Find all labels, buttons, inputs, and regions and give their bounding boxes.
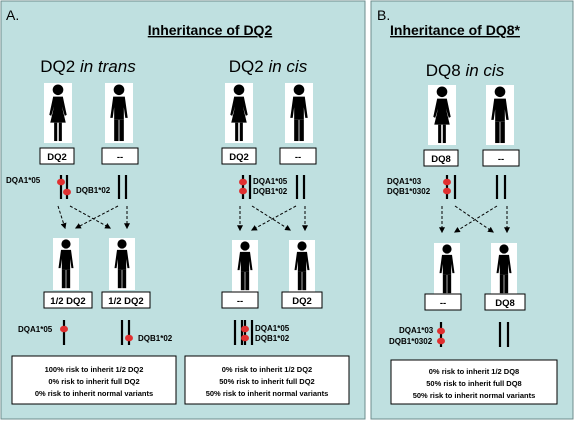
dq8-child-box-2-label: DQ8 xyxy=(495,298,515,309)
cis-risk-line-1: 0% risk to inherit 1/2 DQ2 xyxy=(222,365,312,374)
cis-risk-box xyxy=(184,355,350,405)
cis-child-dqb-dot xyxy=(241,334,249,342)
dq8-child-box-1 xyxy=(424,293,462,311)
cis-child-allele-dqb-label: DQB1*02 xyxy=(255,334,290,343)
dq8-risk-box xyxy=(390,359,558,405)
panel-b-letter: B. xyxy=(377,7,390,23)
cis-child-box-1-label: -- xyxy=(237,296,243,307)
cis-parent-box-2 xyxy=(279,147,317,165)
dq8-child-allele-dqa-label: DQA1*03 xyxy=(399,326,434,335)
trans-child-allele-dqa-label: DQA1*05 xyxy=(18,325,53,334)
trans-parent-box-2-label: -- xyxy=(117,152,123,163)
dq8-risk-line-2: 50% risk to inherit full DQ8 xyxy=(426,379,521,388)
cis-inheritance-arrows xyxy=(237,205,308,232)
panel-a-title: Inheritance of DQ2 xyxy=(148,22,273,38)
dq8-child-allele-dqb-label: DQB1*0302 xyxy=(389,337,433,346)
trans-parent-box-1-label: DQ2 xyxy=(47,152,67,163)
trans-child-dqb-dot xyxy=(125,334,133,342)
trans-parent-box-2 xyxy=(101,147,139,165)
dq8-parent-box-1-label: DQ8 xyxy=(431,154,451,165)
cis-child-allele-dqa-label: DQA1*05 xyxy=(255,324,290,333)
dq8-child-dqb-dot xyxy=(437,337,445,345)
cis-group: DQ2 in cis DQ2 -- DQA1*05 DQB1*02 -- DQ2 xyxy=(184,57,350,405)
dq8-dqa-allele-dot xyxy=(443,178,451,186)
panel-a-letter: A. xyxy=(6,7,19,23)
panel-a-background xyxy=(0,0,366,420)
dq8-cis-group: DQ8 in cis DQ8 -- DQA1*03 DQB1*0302 -- D… xyxy=(387,61,558,405)
cis-child-box-2 xyxy=(281,291,323,309)
trans-child-box-2-label: 1/2 DQ2 xyxy=(108,296,143,307)
dq8-parent-box-2-label: -- xyxy=(498,154,504,165)
dq8-risk-line-3: 50% risk to inherit normal variants xyxy=(413,391,536,400)
trans-child-box-2 xyxy=(101,291,151,309)
dq8-child-box-1-label: -- xyxy=(440,298,446,309)
cis-dqb-allele-dot xyxy=(239,187,247,195)
trans-child-allele-dqb-label: DQB1*02 xyxy=(138,334,173,343)
trans-inheritance-arrows xyxy=(57,205,130,230)
trans-risk-line-1: 100% risk to inherit 1/2 DQ2 xyxy=(45,365,144,374)
dq8-dqb-allele-dot xyxy=(443,187,451,195)
dq8-inheritance-arrows xyxy=(439,205,510,234)
dq8-allele-dqb-label: DQB1*0302 xyxy=(387,187,431,196)
trans-allele-dqb-label: DQB1*02 xyxy=(76,186,111,195)
trans-risk-box xyxy=(11,355,177,405)
cis-child-box-2-label: DQ2 xyxy=(292,296,312,307)
cis-risk-line-2: 50% risk to inherit full DQ2 xyxy=(219,377,314,386)
dq8-risk-line-1: 0% risk to inherit 1/2 DQ8 xyxy=(429,367,519,376)
cis-parent-box-1 xyxy=(221,147,257,165)
dq8-child-box-2 xyxy=(484,293,526,311)
cis-parent-box-1-label: DQ2 xyxy=(229,152,249,163)
cis-dqa-allele-dot xyxy=(239,178,247,186)
trans-dqb-allele-dot xyxy=(63,188,71,196)
dq8-allele-dqa-label: DQA1*03 xyxy=(387,177,422,186)
panel-b-title: Inheritance of DQ8* xyxy=(390,22,520,38)
trans-child-dqa-dot xyxy=(60,325,68,333)
cis-parent-box-2-label: -- xyxy=(295,152,301,163)
cis-child-dqa-dot xyxy=(241,325,249,333)
cis-risk-line-3: 50% risk to inherit normal variants xyxy=(206,389,329,398)
dq8-parent-box-1 xyxy=(423,149,459,167)
trans-group: DQ2 in trans DQ2 -- DQA1*05 DQB1*02 1/2 … xyxy=(6,57,177,405)
trans-risk-line-2: 0% risk to inherit full DQ2 xyxy=(48,377,139,386)
trans-child-box-1 xyxy=(43,291,93,309)
trans-heading: DQ2 in trans xyxy=(40,57,136,76)
trans-parent-box-1 xyxy=(39,147,75,165)
cis-allele-dqa-label: DQA1*05 xyxy=(253,177,288,186)
trans-allele-dqa-label: DQA1*05 xyxy=(6,176,41,185)
trans-dqa-allele-dot xyxy=(57,178,65,186)
cis-allele-dqb-label: DQB1*02 xyxy=(253,187,288,196)
dq8-parent-box-2 xyxy=(482,149,520,167)
dq8-cis-heading: DQ8 in cis xyxy=(426,61,505,80)
cis-heading: DQ2 in cis xyxy=(229,57,308,76)
trans-risk-line-3: 0% risk to inherit normal variants xyxy=(35,389,153,398)
dq8-child-dqa-dot xyxy=(437,327,445,335)
trans-child-box-1-label: 1/2 DQ2 xyxy=(50,296,85,307)
panel-b-background xyxy=(370,0,574,420)
cis-child-box-1 xyxy=(221,291,259,309)
